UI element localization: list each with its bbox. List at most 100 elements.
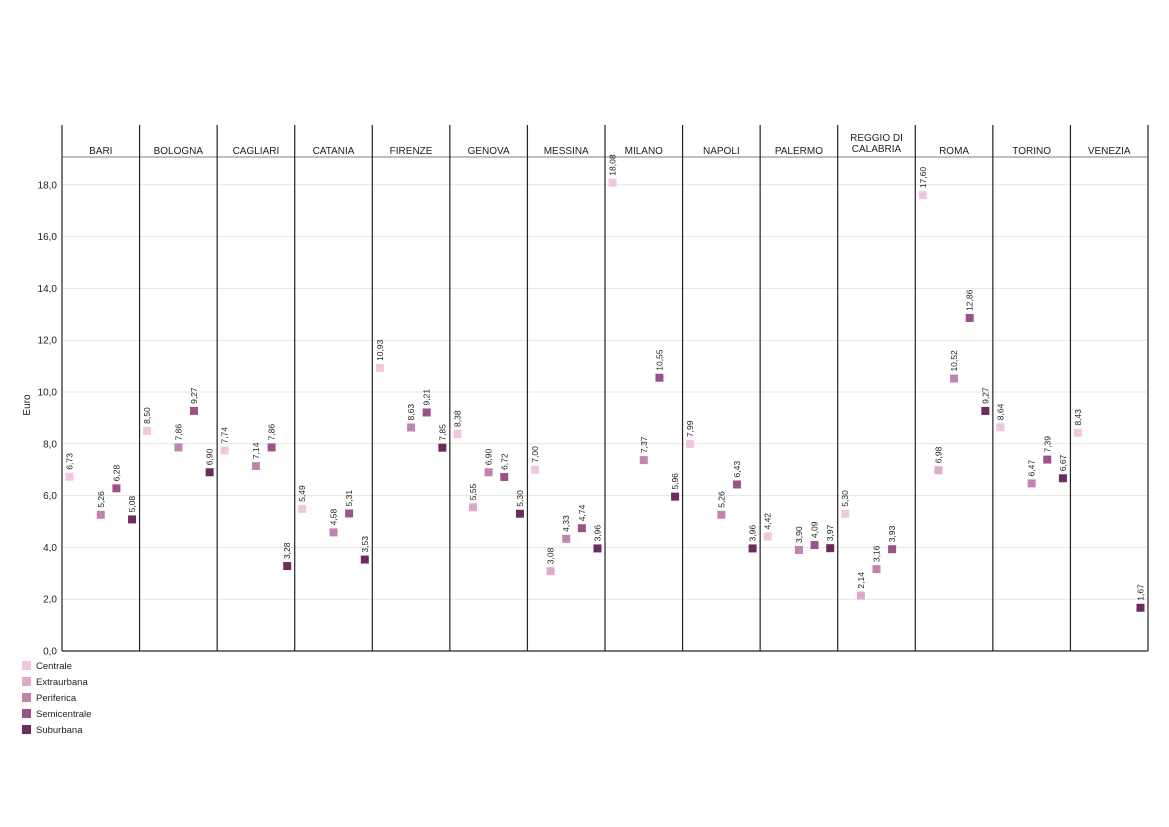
data-label: 17,60 — [918, 167, 928, 189]
city-label: PALERMO — [775, 146, 823, 157]
data-point — [345, 509, 354, 518]
data-point — [329, 528, 338, 537]
data-point — [112, 484, 121, 493]
data-label: 3,93 — [887, 525, 897, 542]
legend-label: Extraurbana — [36, 677, 88, 688]
data-label: 4,33 — [561, 515, 571, 532]
data-label: 8,63 — [406, 404, 416, 421]
data-point — [733, 480, 741, 489]
panel-genova: GENOVA 8,38 5,55 6,90 6,72 5,30 — [452, 146, 525, 518]
data-point — [655, 373, 664, 382]
data-label: 5,49 — [297, 485, 307, 502]
data-point — [96, 510, 105, 519]
data-point — [686, 440, 695, 449]
data-point — [1043, 455, 1052, 464]
data-point — [872, 565, 881, 574]
data-label: 4,09 — [810, 521, 820, 538]
data-point — [996, 423, 1005, 432]
y-tick-label: 14,0 — [38, 284, 58, 295]
data-label: 9,21 — [422, 389, 432, 406]
data-label: 10,55 — [654, 349, 664, 371]
data-point — [174, 443, 183, 452]
data-label: 5,26 — [96, 491, 106, 508]
city-label: BARI — [89, 146, 112, 157]
data-label: 6,43 — [732, 461, 742, 478]
y-tick-label: 2,0 — [43, 595, 57, 606]
data-point — [1027, 479, 1036, 488]
data-point — [965, 313, 974, 322]
city-label: TORINO — [1012, 146, 1051, 157]
data-label: 12,86 — [965, 289, 975, 311]
y-tick-label: 10,0 — [38, 388, 58, 399]
city-label: NAPOLI — [703, 146, 740, 157]
data-point — [360, 555, 369, 564]
data-point — [205, 468, 214, 477]
data-point — [283, 562, 292, 571]
data-label: 7,00 — [530, 446, 540, 463]
city-label: MILANO — [625, 146, 664, 157]
data-label: 6,73 — [65, 453, 75, 470]
data-point — [251, 462, 260, 471]
city-label: BOLOGNA — [154, 146, 204, 157]
data-point — [128, 515, 137, 524]
legend-swatch — [22, 725, 31, 734]
data-label: 7,14 — [251, 442, 261, 459]
y-axis: Euro 0,0 2,0 4,0 6,0 8,0 10,0 12,0 14,0 16,0 18,0 — [22, 180, 57, 657]
data-label: 6,90 — [484, 448, 494, 465]
panel-messina: MESSINA 7,00 3,08 4,33 4,74 3,96 — [530, 146, 603, 576]
data-point — [530, 465, 539, 474]
panel-catania: CATANIA 5,49 4,58 5,31 3,53 — [297, 146, 370, 564]
data-label: 6,67 — [1058, 454, 1068, 471]
panel-venezia: VENEZIA 8,43 1,67 — [1073, 146, 1146, 612]
data-label: 7,37 — [639, 436, 649, 453]
legend-label: Suburbana — [36, 725, 83, 736]
legend-label: Centrale — [36, 661, 72, 672]
data-label: 6,28 — [111, 465, 121, 482]
y-tick-label: 18,0 — [38, 180, 58, 191]
data-point — [407, 423, 416, 432]
data-label: 4,74 — [577, 504, 587, 521]
panel-cagliari: CAGLIARI 7,74 7,14 7,86 3,28 — [220, 146, 292, 571]
data-point — [546, 567, 555, 576]
data-point — [888, 545, 897, 554]
data-label: 3,90 — [794, 526, 804, 543]
data-label: 3,96 — [593, 525, 603, 542]
panel-firenze: FIRENZE 10,93 8,63 9,21 7,85 — [375, 146, 447, 452]
legend-label: Semicentrale — [36, 709, 91, 720]
city-label: VENEZIA — [1088, 146, 1131, 157]
data-point — [267, 443, 276, 452]
data-point — [950, 374, 959, 383]
data-label: 5,31 — [344, 490, 354, 507]
data-point — [422, 408, 431, 417]
data-label: 7,39 — [1042, 436, 1052, 453]
data-point — [65, 472, 74, 481]
city-label: CATANIA — [313, 146, 355, 157]
panel-bari: BARI 6,73 5,26 6,28 5,08 — [65, 146, 137, 524]
data-point — [717, 510, 726, 519]
data-point — [515, 509, 524, 518]
city-label: GENOVA — [468, 146, 510, 157]
data-label: 2,14 — [856, 572, 866, 589]
data-label: 9,27 — [189, 387, 199, 404]
y-tick-label: 8,0 — [43, 439, 57, 450]
data-label: 7,99 — [685, 420, 695, 437]
data-point — [438, 443, 447, 452]
y-axis-label: Euro — [22, 394, 33, 416]
data-point — [856, 591, 865, 600]
panel-torino: TORINO 8,64 6,47 7,39 6,67 — [995, 146, 1068, 488]
data-label: 7,86 — [173, 424, 183, 441]
data-label: 5,30 — [840, 490, 850, 507]
city-label: CAGLIARI — [233, 146, 280, 157]
data-point — [220, 446, 229, 455]
data-point — [810, 541, 819, 550]
data-label: 8,50 — [142, 407, 152, 424]
data-point — [593, 544, 602, 553]
legend-swatch — [22, 677, 31, 686]
data-point — [577, 524, 586, 533]
panel-roma: ROMA 17,60 6,98 10,52 12,86 9,27 — [918, 146, 990, 475]
data-point — [794, 545, 803, 554]
legend: Centrale Extraurbana Periferica Semicentral… — [22, 661, 91, 736]
data-label: 6,90 — [205, 448, 215, 465]
